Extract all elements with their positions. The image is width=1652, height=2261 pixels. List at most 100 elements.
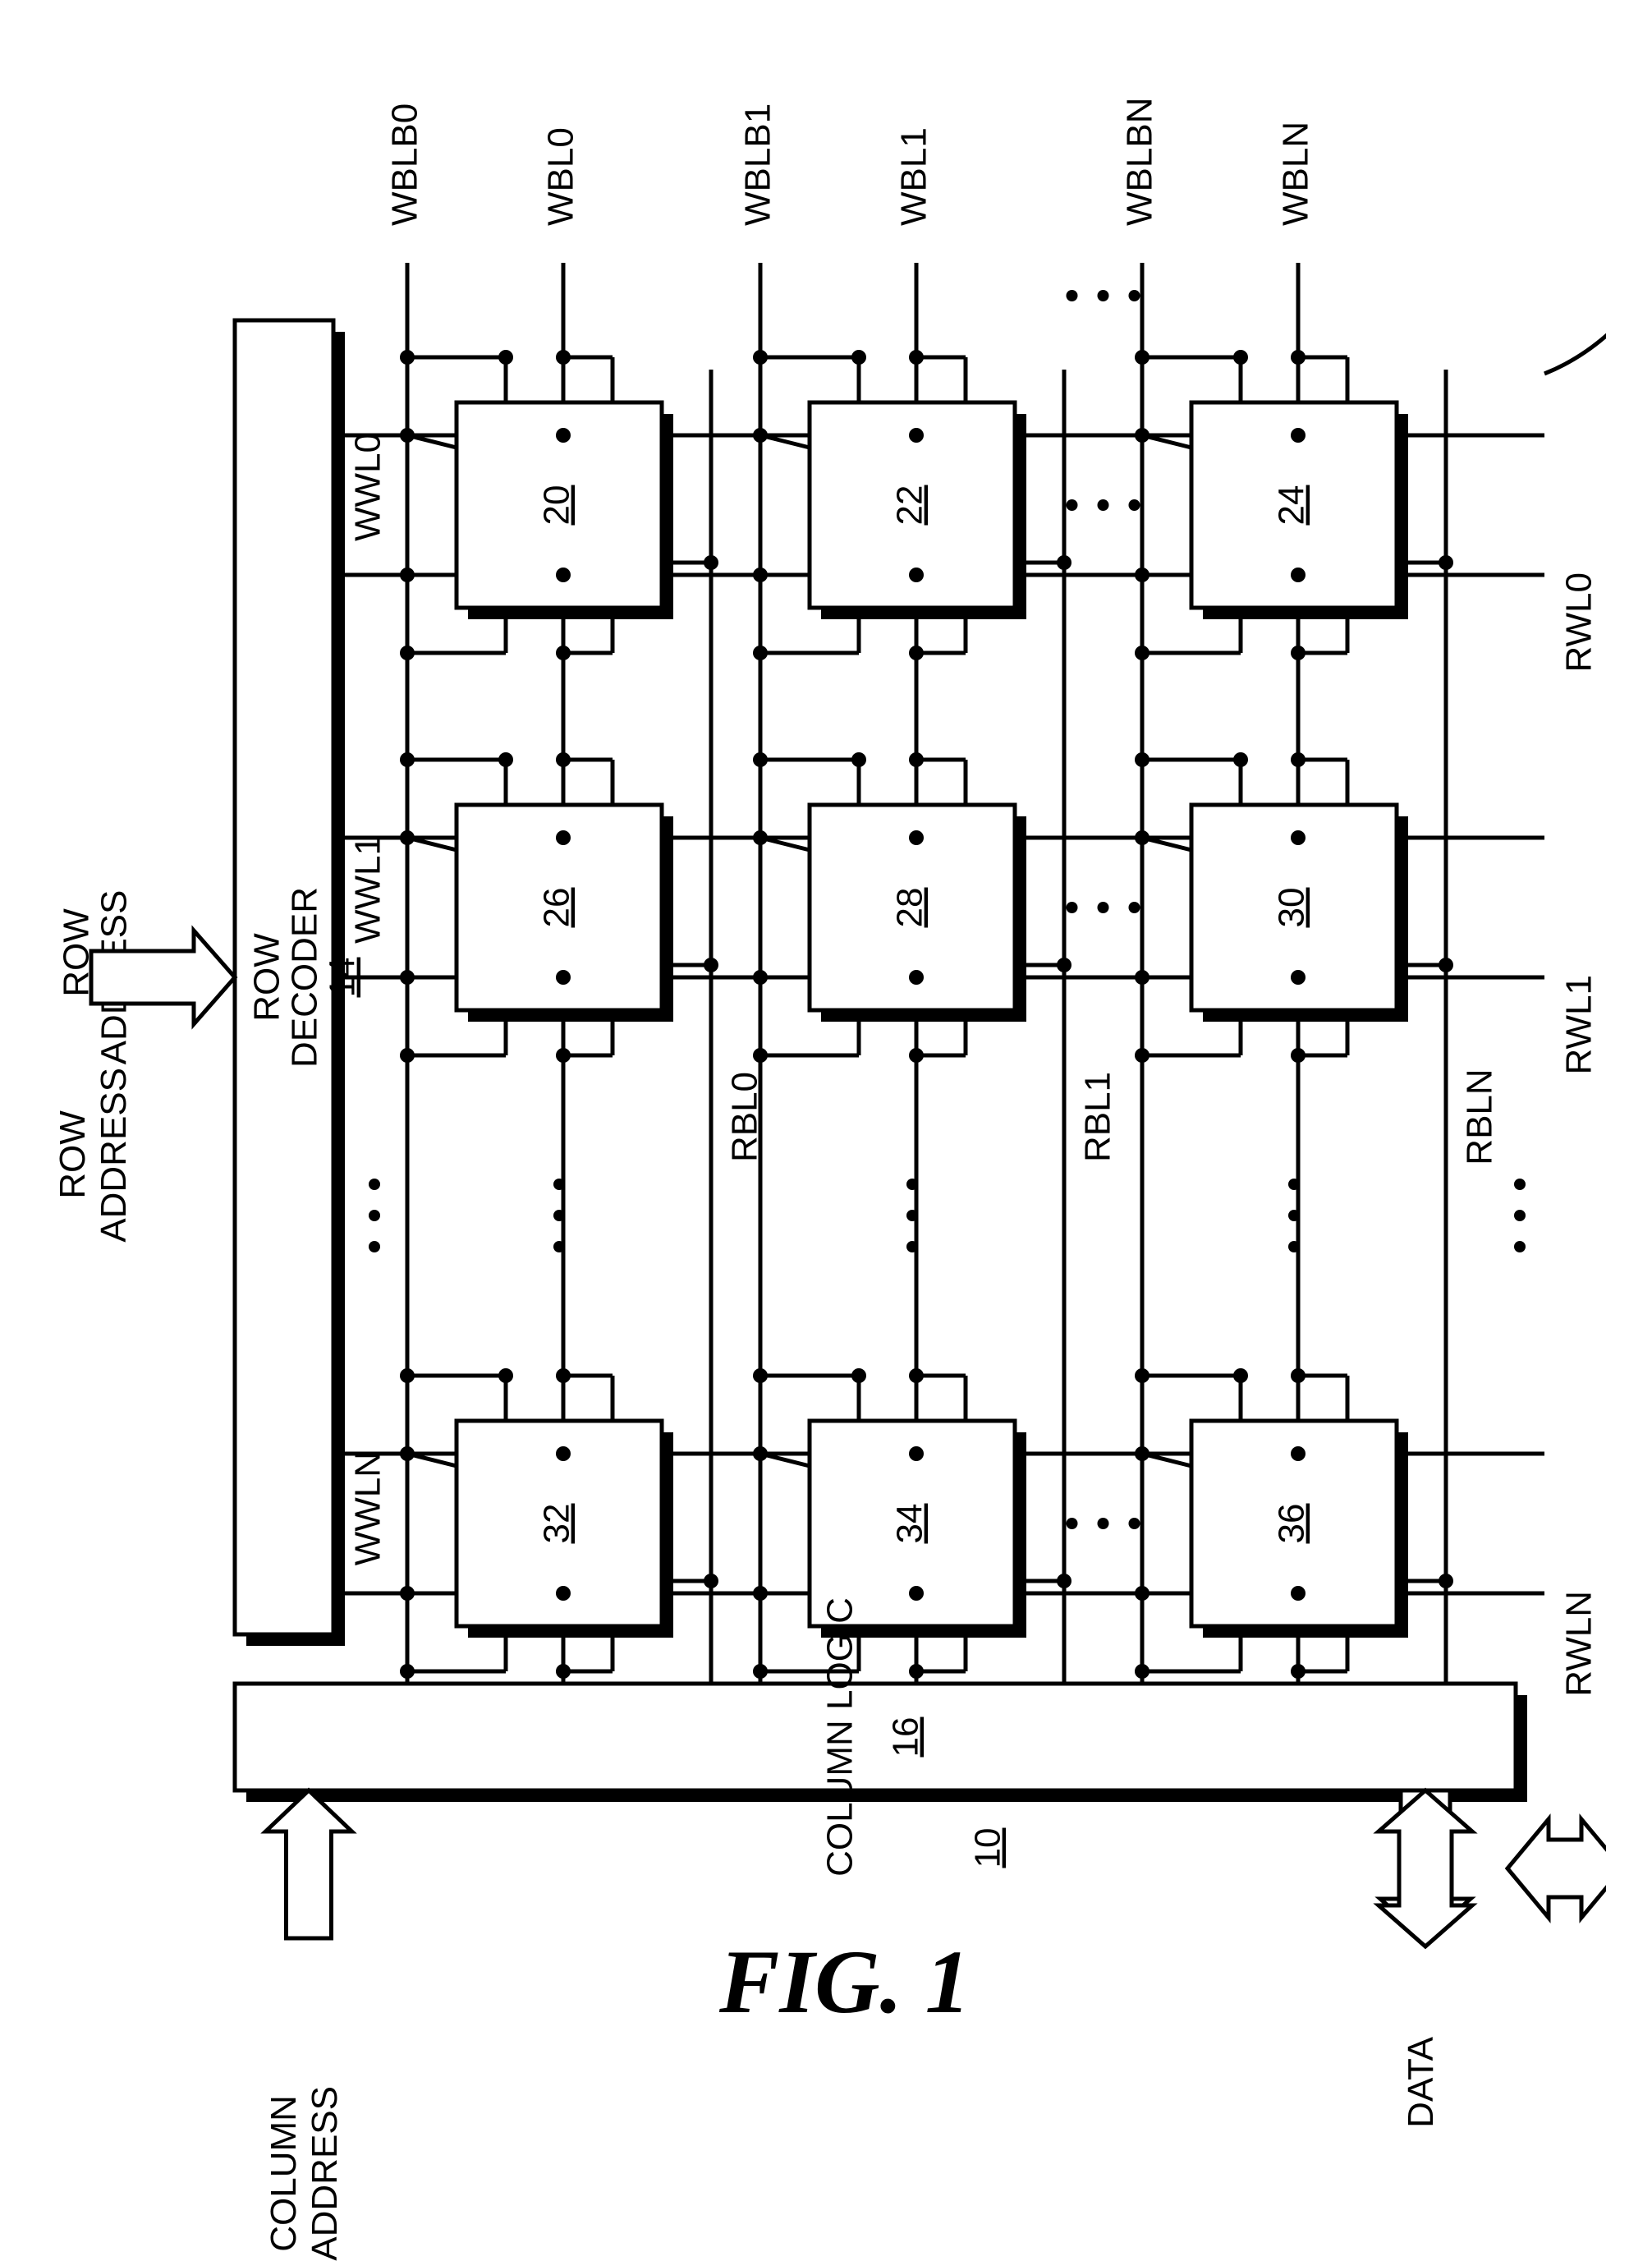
junction-dot [753, 1586, 768, 1601]
rbl-label: RBL1 [1078, 1072, 1118, 1162]
junction-dot [556, 1368, 571, 1383]
column-logic-title: COLUMN LOGIC [820, 1597, 860, 1877]
rwl-label: RWLN [1559, 1591, 1599, 1697]
ellipsis-dot [1098, 1518, 1109, 1529]
ellipsis-dot [553, 1241, 565, 1252]
figure-caption: FIG. 1 [719, 1930, 971, 2034]
ellipsis-dot [1067, 290, 1078, 301]
junction-dot [909, 1368, 924, 1383]
row-decoder-ref: 14 [323, 958, 363, 998]
ellipsis-dot [1514, 1210, 1526, 1221]
junction-dot [400, 428, 415, 443]
junction-dot [1057, 1574, 1072, 1588]
ellipsis-dot [369, 1241, 380, 1252]
ellipsis-dot [1129, 290, 1140, 301]
cell-ref: 30 [1272, 888, 1312, 928]
junction-dot [1135, 970, 1150, 985]
column-address-text: COLUMNADDRESS [264, 2086, 346, 2261]
junction-dot [1291, 350, 1306, 365]
wblb-label: WBLB1 [738, 103, 778, 226]
data-arrow [1379, 1790, 1472, 1946]
junction-dot [1439, 555, 1453, 570]
junction-dot [556, 830, 571, 845]
junction-dot [556, 350, 571, 365]
junction-dot [1291, 1048, 1306, 1063]
junction-dot [1135, 646, 1150, 660]
row-address-text: ROWADDRESS [53, 1068, 135, 1243]
junction-dot [400, 1586, 415, 1601]
junction-dot [1135, 350, 1150, 365]
ellipsis-dot [906, 1179, 918, 1190]
junction-dot [753, 428, 768, 443]
junction-dot [1135, 568, 1150, 582]
junction-dot [1135, 830, 1150, 845]
ellipsis-dot [1288, 1210, 1300, 1221]
junction-dot [1291, 568, 1306, 582]
junction-dot [753, 970, 768, 985]
row-decoder-title: ROW [247, 933, 287, 1022]
wblb-label: WBLB0 [385, 103, 425, 226]
junction-dot [909, 1446, 924, 1461]
column-logic [235, 1684, 1516, 1790]
junction-dot [400, 350, 415, 365]
junction-dot [1439, 958, 1453, 972]
ellipsis-dot [553, 1179, 565, 1190]
junction-dot [1291, 428, 1306, 443]
ellipsis-dot [1129, 499, 1140, 511]
cell-ref: 28 [890, 888, 930, 928]
ellipsis-dot [1067, 902, 1078, 913]
ellipsis-dot [906, 1241, 918, 1252]
junction-dot [400, 646, 415, 660]
junction-dot [1135, 1664, 1150, 1679]
junction-dot [753, 1048, 768, 1063]
rbl-label: RBL0 [725, 1072, 765, 1162]
wbl-label: WBL1 [894, 127, 934, 226]
junction-dot [753, 752, 768, 767]
junction-dot [909, 1664, 924, 1679]
junction-dot [704, 555, 718, 570]
junction-dot [1135, 1368, 1150, 1383]
junction-dot [1135, 1048, 1150, 1063]
junction-dot [909, 428, 924, 443]
cell-ref: 36 [1272, 1504, 1312, 1544]
junction-dot [556, 1048, 571, 1063]
cell-ref: 32 [537, 1504, 577, 1544]
junction-dot [400, 1368, 415, 1383]
ellipsis-dot [1129, 902, 1140, 913]
junction-dot [1291, 1586, 1306, 1601]
junction-dot [753, 646, 768, 660]
overall-ref: 10 [968, 1828, 1008, 1868]
cell-ref: 34 [890, 1504, 930, 1544]
ellipsis-dot [1098, 290, 1109, 301]
wbl-label: WBL0 [541, 127, 581, 226]
cell-ref: 22 [890, 485, 930, 526]
row-decoder-title2: DECODER [285, 887, 325, 1068]
column-address-arrow [266, 1790, 352, 1938]
ellipsis-dot [1288, 1241, 1300, 1252]
ellipsis-dot [1098, 902, 1109, 913]
junction-dot [753, 1446, 768, 1461]
junction-dot [556, 1446, 571, 1461]
junction-dot [556, 646, 571, 660]
junction-dot [1135, 1586, 1150, 1601]
junction-dot [753, 568, 768, 582]
junction-dot [556, 1586, 571, 1601]
junction-dot [1057, 958, 1072, 972]
junction-dot [909, 1586, 924, 1601]
rwl-label: RWL0 [1559, 572, 1599, 672]
ellipsis-dot [369, 1179, 380, 1190]
junction-dot [909, 350, 924, 365]
junction-dot [400, 830, 415, 845]
ellipsis-dot [369, 1210, 380, 1221]
junction-dot [753, 1664, 768, 1679]
junction-dot [909, 1048, 924, 1063]
junction-dot [556, 970, 571, 985]
junction-dot [704, 1574, 718, 1588]
ellipsis-dot [1129, 1518, 1140, 1529]
wblb-label: WBLBN [1120, 98, 1160, 226]
junction-dot [1291, 646, 1306, 660]
rwl-label: RWL1 [1559, 975, 1599, 1074]
junction-dot [909, 646, 924, 660]
junction-dot [400, 568, 415, 582]
junction-dot [400, 1664, 415, 1679]
